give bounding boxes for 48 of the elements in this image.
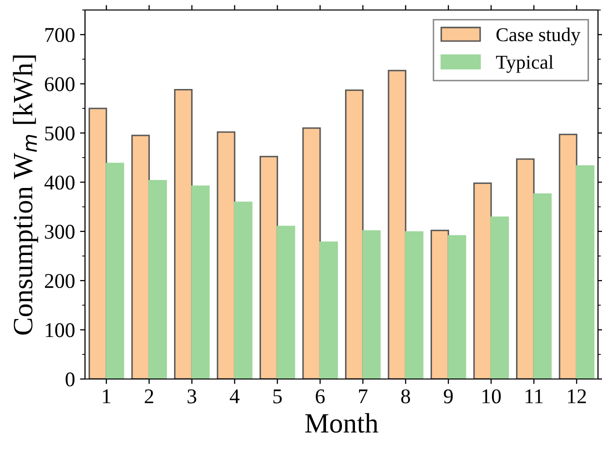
y-tick-label: 200 [44,274,74,288]
bar [490,216,509,379]
bar [558,134,578,379]
bar [345,90,364,379]
y-tick-label: 0 [66,372,74,386]
bar [430,230,450,379]
x-tick-label: 9 [444,389,453,404]
bar [131,134,150,379]
y-tick-label: 700 [45,28,74,42]
bar [174,89,193,379]
y-tick-label: 600 [44,77,74,92]
bar [302,127,321,379]
y-tick-label: 100 [46,323,74,338]
bar [88,108,108,379]
x-tick-label: 7 [359,390,368,404]
bar [148,180,167,379]
bar [260,156,278,379]
x-tick-label: 3 [188,389,196,404]
x-tick-label: 6 [316,389,325,404]
x-tick-label: 4 [230,389,240,404]
x-tick-label: 11 [526,389,543,404]
x-tick-label: 1 [103,389,110,404]
x-tick-label: 8 [401,389,410,404]
x-tick-label: 5 [273,390,282,404]
bar [473,182,492,379]
bar [404,231,424,379]
bar [106,162,124,379]
y-axis-title: Consumption W$_{m}$ [kWh] [12,56,38,335]
bar [276,226,296,379]
x-tick-label: 12 [568,389,586,404]
bar [516,158,535,379]
y-tick-label: 500 [45,126,74,140]
legend-label: Typical [496,55,554,73]
bar [191,185,210,379]
bar [448,235,466,379]
y-tick-label: 400 [44,176,74,190]
bar [362,230,381,379]
bar [216,131,236,379]
legend-label: Case study [496,28,580,46]
bar [533,193,552,379]
y-tick-label: 300 [45,224,74,239]
bar [388,70,406,379]
bar [576,165,594,379]
bar [234,202,252,379]
x-axis-title: Month [305,413,378,433]
bar [319,242,338,379]
x-tick-label: 2 [144,389,154,404]
x-tick-label: 10 [482,389,501,404]
